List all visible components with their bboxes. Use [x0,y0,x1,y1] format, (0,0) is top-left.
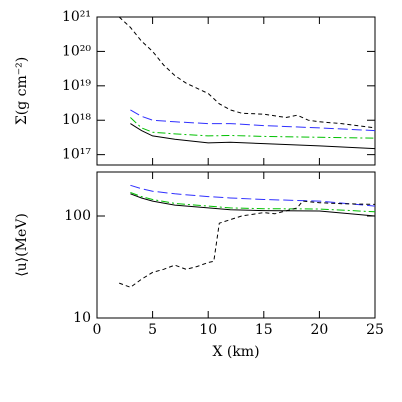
series-line [130,184,376,207]
series-line [119,200,376,288]
y-tick-label: 100 [64,208,91,224]
x-tick-label: 25 [366,322,384,338]
y-tick-label: 10²⁰ [62,43,91,59]
x-tick-label: 5 [148,322,157,338]
y-axis-label: ⟨u⟩(MeV) [14,213,30,277]
x-tick-label: 0 [93,322,102,338]
x-axis-label: X (km) [212,344,259,360]
y-tick-label: 10¹⁷ [62,147,91,163]
y-tick-label: 10¹⁸ [62,112,91,128]
y-axis-label: Σ(g cm⁻²) [14,57,30,125]
series-line [130,123,376,150]
x-tick-label: 15 [255,322,273,338]
series-line [118,16,376,129]
series-line [130,117,376,139]
x-tick-label: 10 [199,322,217,338]
y-tick-label: 10¹⁹ [62,78,91,94]
y-tick-label: 10²¹ [62,9,91,25]
series-line [130,192,376,213]
x-tick-label: 20 [310,322,328,338]
y-tick-label: 10 [73,310,91,326]
series-line [130,109,376,132]
plot-frame [96,16,376,166]
series-line [130,193,376,217]
plot-frame [96,171,376,319]
